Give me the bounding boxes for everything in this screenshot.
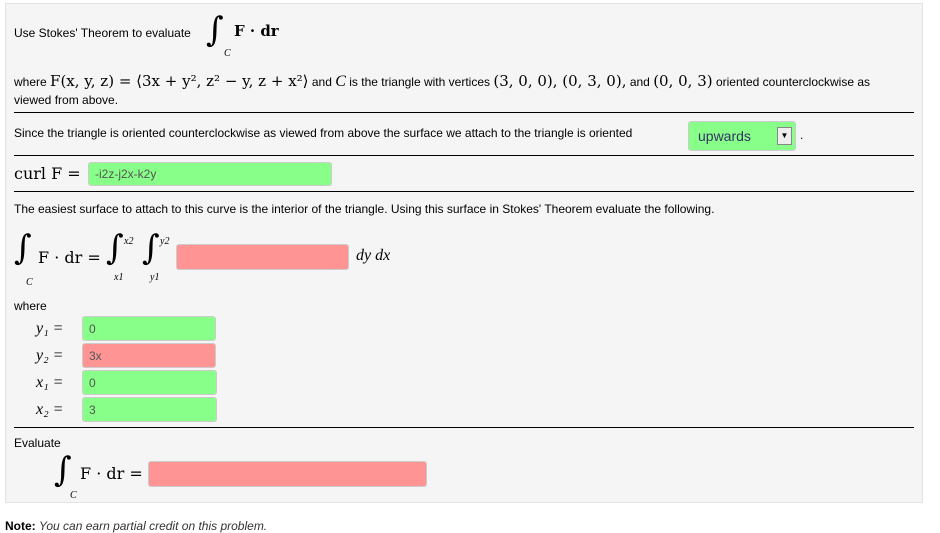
y1-label: y₁ =	[36, 320, 64, 337]
evaluate-input[interactable]	[148, 461, 427, 487]
inner-integral-sign: ∫	[142, 228, 160, 268]
note-label: Note:	[5, 519, 36, 533]
contour-label: C	[224, 48, 231, 59]
integral-expr: F · dr	[234, 22, 279, 40]
integral-sign: ∫	[54, 450, 72, 490]
field-definition: F(x, y, z) = ⟨3x + y², z² − y, z + x²⟩	[50, 72, 309, 90]
integral-sign: ∫	[206, 10, 224, 50]
lhs-expr: F · dr =	[38, 248, 101, 267]
note: Note: You can earn partial credit on thi…	[5, 519, 267, 533]
orientation-select[interactable]: upwards ▼	[688, 121, 796, 151]
statement-tail: oriented counterclockwise as	[715, 75, 871, 89]
surface-text: The easiest surface to attach to this cu…	[14, 202, 715, 216]
differentials: dy dx	[356, 247, 391, 264]
select-value: upwards	[698, 128, 751, 144]
curve-name: C	[335, 73, 346, 90]
vertices: (3, 0, 0), (0, 3, 0),	[493, 72, 627, 90]
outer-integral-sign: ∫	[106, 228, 124, 268]
lower-limit-outer: x1	[114, 272, 124, 283]
divider	[14, 191, 914, 192]
evaluate-label: Evaluate	[14, 436, 61, 450]
divider	[14, 112, 914, 113]
integrand-input[interactable]	[176, 244, 349, 270]
intro-text: Use Stokes' Theorem to evaluate	[14, 26, 191, 40]
x1-label: x₁ =	[36, 374, 64, 391]
and-word: and	[311, 75, 332, 89]
problem-panel: Use Stokes' Theorem to evaluate ∫ C F · …	[5, 3, 923, 503]
curl-label: curl F =	[14, 164, 81, 183]
integral-sign: ∫	[14, 228, 32, 268]
x1-input[interactable]	[82, 370, 217, 395]
and-word: and	[629, 75, 650, 89]
problem-statement: where F(x, y, z) = ⟨3x + y², z² − y, z +…	[14, 72, 914, 109]
statement-tail2: viewed from above.	[14, 93, 119, 107]
divider	[14, 155, 914, 156]
y2-input[interactable]	[82, 343, 216, 368]
where-label: where	[14, 299, 47, 313]
lower-limit-inner: y1	[150, 272, 160, 283]
upper-limit-inner: y2	[160, 236, 170, 247]
orientation-text: Since the triangle is oriented countercl…	[14, 126, 633, 140]
y2-label: y₂ =	[36, 347, 64, 364]
x2-label: x₂ =	[36, 401, 64, 418]
statement-text: is the triangle with vertices	[349, 75, 490, 89]
upper-limit-outer: x2	[124, 236, 134, 247]
divider	[14, 427, 914, 428]
chevron-down-icon[interactable]: ▼	[777, 127, 792, 145]
where-word: where	[14, 75, 47, 89]
y1-input[interactable]	[82, 316, 216, 341]
vertex-3: (0, 0, 3)	[653, 72, 713, 90]
curl-input[interactable]	[88, 162, 332, 186]
x2-input[interactable]	[82, 397, 217, 422]
note-text: You can earn partial credit on this prob…	[39, 519, 268, 533]
evaluate-expr: F · dr =	[80, 464, 143, 483]
contour-label: C	[26, 277, 33, 288]
period: .	[800, 128, 804, 142]
contour-label: C	[70, 490, 77, 501]
